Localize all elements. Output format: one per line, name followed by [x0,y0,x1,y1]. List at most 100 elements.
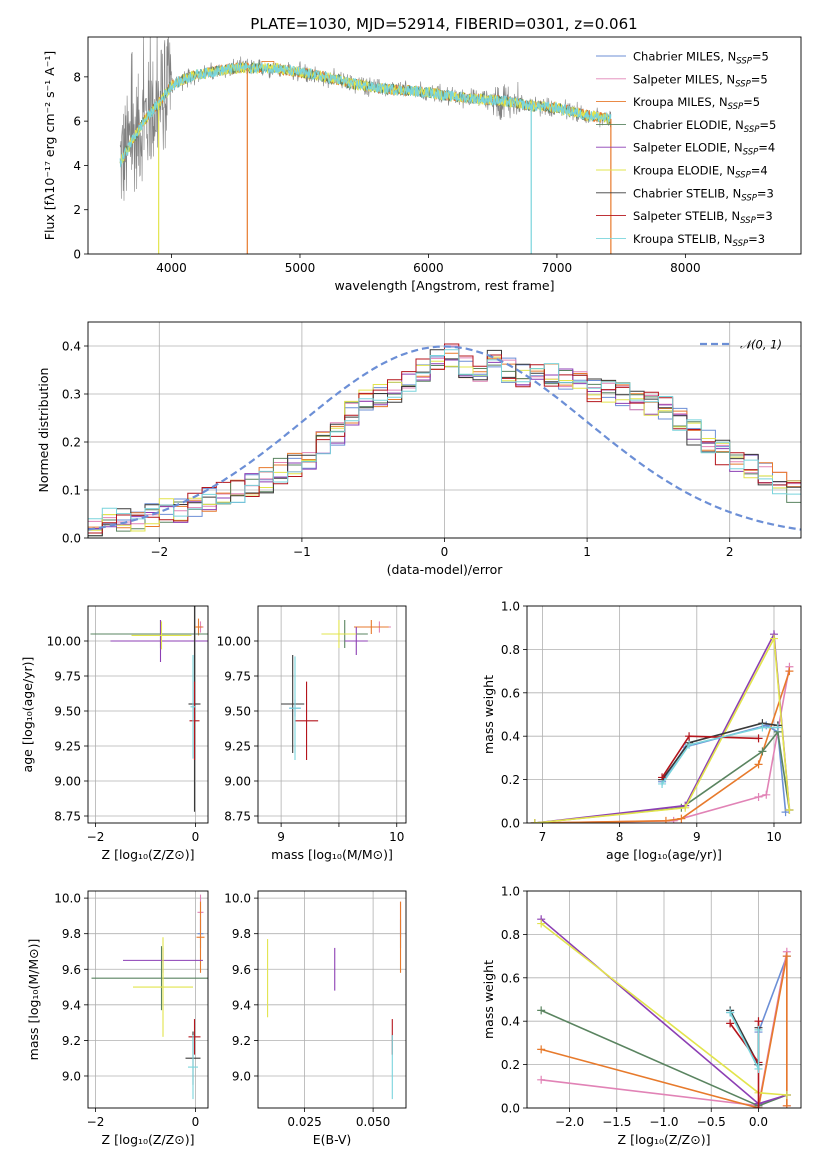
age-vs-Z-grid [88,606,208,823]
mass-weight-marker [661,816,670,823]
mass-vs-EBV-ytick-label: 9.2 [232,1034,251,1048]
age-vs-mass-ytick-label: 9.25 [224,740,251,754]
mass-weight-line [534,635,791,823]
legend-label: Chabrier STELIB, NSSP=3 [633,186,774,203]
mass-weight-vs-age-ytick-label: 0.4 [501,730,520,744]
spectrum-ytick-label: 4 [73,159,81,173]
mass-weight-marker [754,760,763,769]
residual-histogram [88,343,801,534]
mass-vs-EBV-axes: 0.025 0.050 9.0 9.2 9.4 9.6 9.8 10.0 E(B-V) [224,890,407,1147]
age-vs-mass-xtick-label: 10 [389,830,404,844]
mass-weight-vs-Z-ytick-label: 0.6 [501,971,520,985]
mass-weight-vs-Z-ytick-label: 0.8 [501,928,520,942]
gaussian-curve [88,345,801,531]
mass-weight-vs-age-xtick-label: 10 [766,830,781,844]
mass-vs-EBV-grid [258,891,406,1108]
mass-weight-marker [754,1064,763,1073]
age-vs-mass-grid [258,606,406,823]
spectrum-xtick-label: 4000 [156,261,187,275]
mass-weight-vs-age-ytick-label: 1.0 [501,600,520,614]
mass-vs-EBV-frame [257,890,407,1109]
legend-label: Kroupa ELODIE, NSSP=4 [633,164,768,181]
legend-label: Salpeter STELIB, NSSP=3 [633,209,773,226]
residuals-ytick-label: 0.1 [62,484,81,498]
mass-weight-vs-age-plot [530,630,794,823]
mass-weight-vs-Z-xtick-label: −0.5 [697,1115,726,1129]
spectrum-plot [119,37,612,254]
age-vs-Z-ytick-label: 9.25 [54,740,81,754]
mass-weight-vs-Z-ytick-label: 0.0 [501,1102,520,1116]
legend-label: Chabrier ELODIE, NSSP=5 [633,118,776,135]
age-vs-Z-ytick-label: 9.75 [54,670,81,684]
mass-vs-Z-grid [88,891,208,1108]
age-vs-Z-ylabel: age [log₁₀(age/yr)] [20,657,35,773]
mass-weight-vs-age-xtick-label: 7 [539,830,547,844]
mass-weight-vs-Z-xtick-label: −2.0 [555,1115,584,1129]
mass-weight-vs-age-frame [526,605,802,824]
age-vs-Z-xlabel: Z [log₁₀(Z/Z⊙)] [102,847,195,862]
spectrum-ytick-label: 0 [73,248,81,262]
residuals-xtick-label: 2 [726,545,734,559]
spectrum-xtick-label: 5000 [285,261,316,275]
age-vs-Z-ytick-label: 9.00 [54,775,81,789]
mass-weight-vs-age-panel: 7 8 9 10 0.0 0.2 0.4 0.6 0.8 1.0 age [log₁₀(age/yr… [481,600,802,862]
mass-vs-EBV-ytick-label: 9.8 [232,927,251,941]
mass-vs-Z-ytick-label: 9.6 [62,963,81,977]
mass-weight-marker [658,779,667,788]
mass-weight-marker [754,734,763,743]
age-vs-mass-plot [281,620,391,760]
mass-weight-marker [537,919,546,928]
mass-weight-marker [754,1104,763,1108]
residuals-xtick-label: −1 [293,545,311,559]
legend-label: Salpeter ELODIE, NSSP=4 [633,141,775,158]
spectrum-ytick-label: 2 [73,203,81,217]
mass-vs-EBV-panel: 0.025 0.050 9.0 9.2 9.4 9.6 9.8 10.0 E(B-V) [224,890,407,1147]
mass-weight-vs-age-ylabel: mass weight [481,675,496,754]
mass-vs-EBV-xlabel: E(B-V) [313,1132,352,1147]
mass-weight-marker [537,1075,546,1084]
age-vs-Z-plot [90,606,208,812]
mass-vs-Z-xtick-label: 0 [192,1115,200,1129]
mass-vs-Z-ytick-label: 9.8 [62,927,81,941]
residual-histogram [88,349,801,520]
legend-label: 𝒩(0, 1) [740,338,782,352]
mass-vs-Z-ytick-label: 9.4 [62,998,81,1012]
age-vs-Z-xtick-label: 0 [192,830,200,844]
mass-weight-marker [769,634,778,643]
mass-weight-marker [685,732,694,741]
age-vs-mass-xlabel: mass [log₁₀(M/M⊙)] [271,847,393,862]
mass-weight-marker [537,1045,546,1054]
legend-label: Kroupa STELIB, NSSP=3 [633,232,765,249]
mass-weight-vs-Z-plot [537,915,791,1108]
age-vs-mass-ytick-label: 10.00 [217,635,251,649]
mass-vs-Z-panel: −2 0 9.0 9.2 9.4 9.6 9.8 10.0 Z [log₁₀(Z/Z⊙)] mas… [26,890,209,1147]
mass-weight-marker [782,1101,791,1108]
mass-weight-line [661,722,778,781]
mass-weight-marker [754,792,763,801]
age-vs-Z-frame [87,605,209,824]
spectrum-xtick-label: 6000 [413,261,444,275]
mass-vs-Z-ytick-label: 10.0 [54,892,81,906]
age-vs-Z-ytick-label: 9.50 [54,705,81,719]
mass-weight-marker [726,1019,735,1028]
mass-vs-EBV-plot [267,901,402,1100]
mass-vs-EBV-ytick-label: 9.0 [232,1069,251,1083]
mass-vs-EBV-xtick-label: 0.050 [356,1115,390,1129]
mass-weight-vs-Z-ytick-label: 1.0 [501,885,520,899]
age-vs-mass-ytick-label: 9.75 [224,670,251,684]
age-vs-mass-axes: 9 10 8.75 9.00 9.25 9.50 9.75 10.00 mass [log₁₀(… [217,605,407,862]
mass-weight-vs-Z-xtick-label: −1.5 [602,1115,631,1129]
spectrum-ytick-label: 8 [73,70,81,84]
age-vs-Z-xtick-label: −2 [87,830,105,844]
mass-weight-line [540,955,788,1108]
mass-weight-marker [781,808,790,817]
spectrum-xtick-label: 8000 [670,261,701,275]
spectrum-ylabel: Flux [fλ10⁻¹⁷ erg cm⁻² s⁻¹ A⁻¹] [42,51,57,240]
mass-weight-vs-Z-ytick-label: 0.2 [501,1058,520,1072]
residuals-plot [88,343,801,537]
mass-weight-line [534,670,791,823]
residuals-ytick-label: 0.3 [62,388,81,402]
mass-weight-marker [537,1006,546,1015]
mass-weight-vs-Z-frame [526,890,802,1109]
mass-vs-Z-xlabel: Z [log₁₀(Z/Z⊙)] [102,1132,195,1147]
